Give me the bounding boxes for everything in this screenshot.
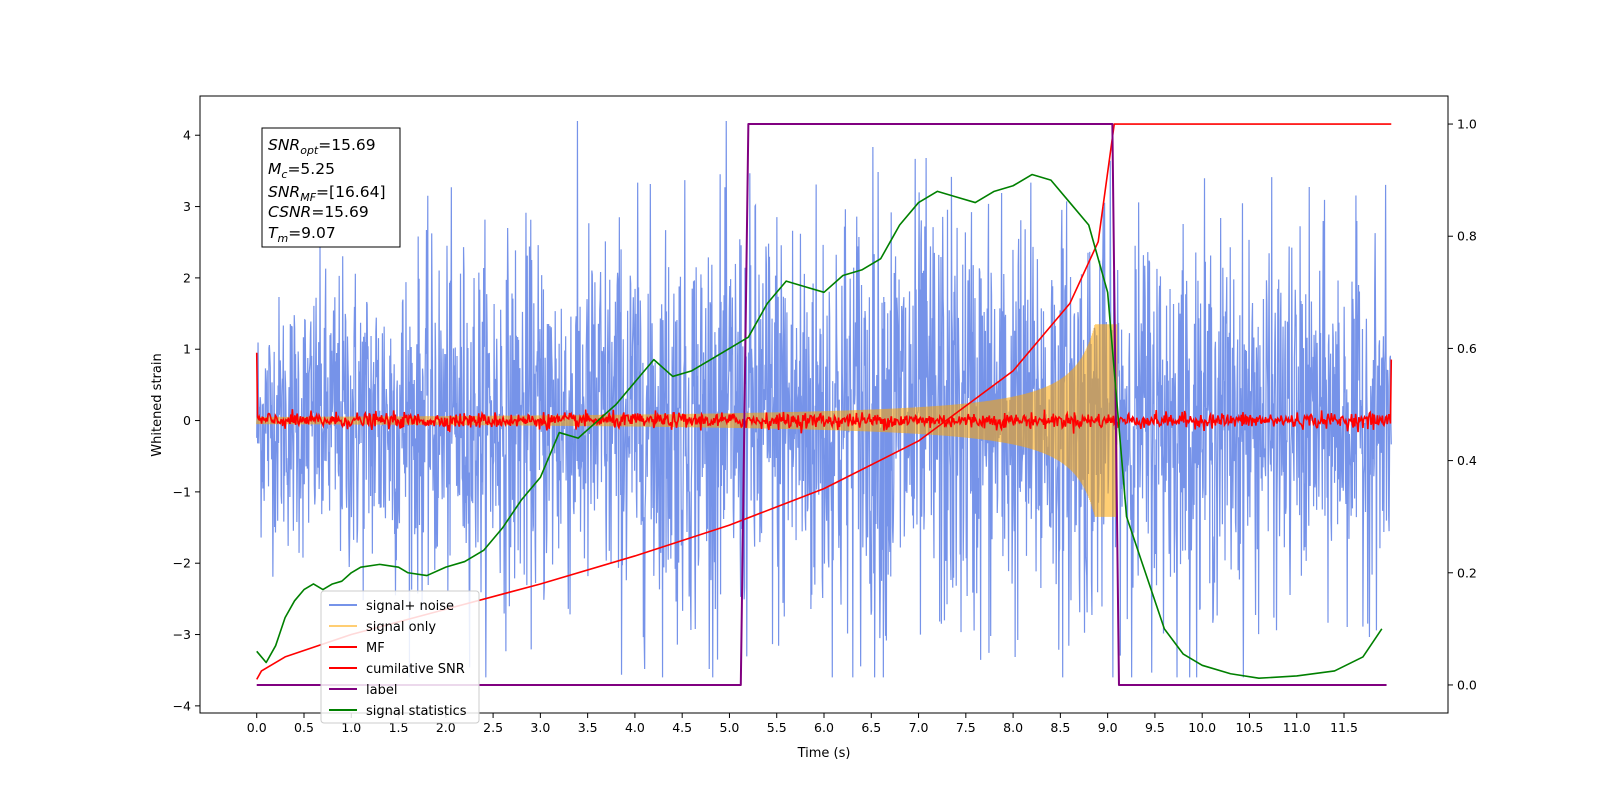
- series-mf-line: [255, 352, 1393, 434]
- x-tick-label: 8.5: [1050, 720, 1070, 735]
- y-tick-label: 3: [183, 199, 191, 214]
- x-tick-label: 11.0: [1283, 720, 1311, 735]
- legend-label: cumilative SNR: [366, 662, 465, 677]
- x-tick-label: 3.5: [578, 720, 598, 735]
- x-tick-label: 1.5: [389, 720, 409, 735]
- series-signal-statistics-line: [256, 173, 1383, 680]
- y-tick-label: 0: [183, 413, 191, 428]
- x-axis-label: Time (s): [797, 746, 851, 761]
- annotation-csnr: CSNR=15.69: [268, 203, 369, 221]
- y-tick-label: −2: [173, 556, 191, 571]
- y-tick-label: 4: [183, 128, 191, 143]
- y2-tick-label: 1.0: [1457, 117, 1477, 132]
- annotation-snr-mf: SNRMF=[16.64]: [268, 183, 386, 204]
- x-tick-label: 6.5: [861, 720, 881, 735]
- x-tick-label: 9.5: [1145, 720, 1165, 735]
- x-tick-label: 7.5: [956, 720, 976, 735]
- series-label-line: [256, 123, 1387, 686]
- x-tick-label: 7.0: [909, 720, 929, 735]
- legend-label: signal only: [366, 620, 436, 635]
- x-axis: 0.0 0.5 1.0 1.5 2.0 2.5 3.0 3.5 4.0 4.5 5.0 5.5 6.0 6…: [247, 713, 1358, 735]
- series-signal-noise-line: [256, 120, 1392, 678]
- x-tick-label: 11.5: [1330, 720, 1358, 735]
- x-tick-label: 0.0: [247, 720, 267, 735]
- y-tick-label: −1: [173, 484, 191, 499]
- x-tick-label: 6.0: [814, 720, 834, 735]
- x-tick-label: 2.0: [436, 720, 456, 735]
- x-tick-label: 10.0: [1188, 720, 1216, 735]
- y-tick-label: −3: [173, 627, 191, 642]
- y2-tick-label: 0.6: [1457, 341, 1477, 356]
- series-cumulative-snr-line: [256, 123, 1392, 680]
- y-axis-left: 4 3 2 1 0 −1 −2 −3 −4: [173, 128, 200, 713]
- x-tick-label: 1.0: [341, 720, 361, 735]
- y2-tick-label: 0.0: [1457, 677, 1477, 692]
- x-tick-label: 8.0: [1003, 720, 1023, 735]
- y-tick-label: 1: [183, 342, 191, 357]
- x-tick-label: 5.5: [767, 720, 787, 735]
- y-axis-label: Whitened strain: [150, 353, 165, 456]
- x-tick-label: 4.0: [625, 720, 645, 735]
- legend-label: MF: [366, 641, 385, 656]
- legend-label: label: [366, 683, 397, 698]
- legend-label: signal+ noise: [366, 599, 454, 614]
- stats-annotation-box: SNRopt=15.69 Mc=5.25 SNRMF=[16.64] CSNR=…: [261, 127, 401, 248]
- x-tick-label: 4.5: [672, 720, 692, 735]
- legend-label: signal statistics: [366, 704, 467, 719]
- y-tick-label: −4: [173, 698, 191, 713]
- x-tick-label: 9.0: [1098, 720, 1118, 735]
- x-tick-label: 0.5: [294, 720, 314, 735]
- x-tick-label: 10.5: [1236, 720, 1264, 735]
- annotation-tm: Tm=9.07: [268, 224, 336, 245]
- series-layer: [255, 120, 1393, 686]
- annotation-snr-opt: SNRopt=15.69: [268, 136, 376, 157]
- y2-tick-label: 0.2: [1457, 565, 1477, 580]
- y-tick-label: 2: [183, 270, 191, 285]
- x-tick-label: 3.0: [530, 720, 550, 735]
- y-axis-right: 1.0 0.8 0.6 0.4 0.2 0.0: [1448, 117, 1477, 692]
- x-tick-label: 2.5: [483, 720, 503, 735]
- legend-frame: [320, 590, 480, 724]
- legend: signal+ noise signal only MF cumilative SNR…: [320, 590, 480, 724]
- annotation-mc: Mc=5.25: [268, 160, 335, 181]
- x-tick-label: 5.0: [720, 720, 740, 735]
- annotation-frame: [261, 127, 401, 248]
- y2-tick-label: 0.8: [1457, 229, 1477, 244]
- y2-tick-label: 0.4: [1457, 453, 1477, 468]
